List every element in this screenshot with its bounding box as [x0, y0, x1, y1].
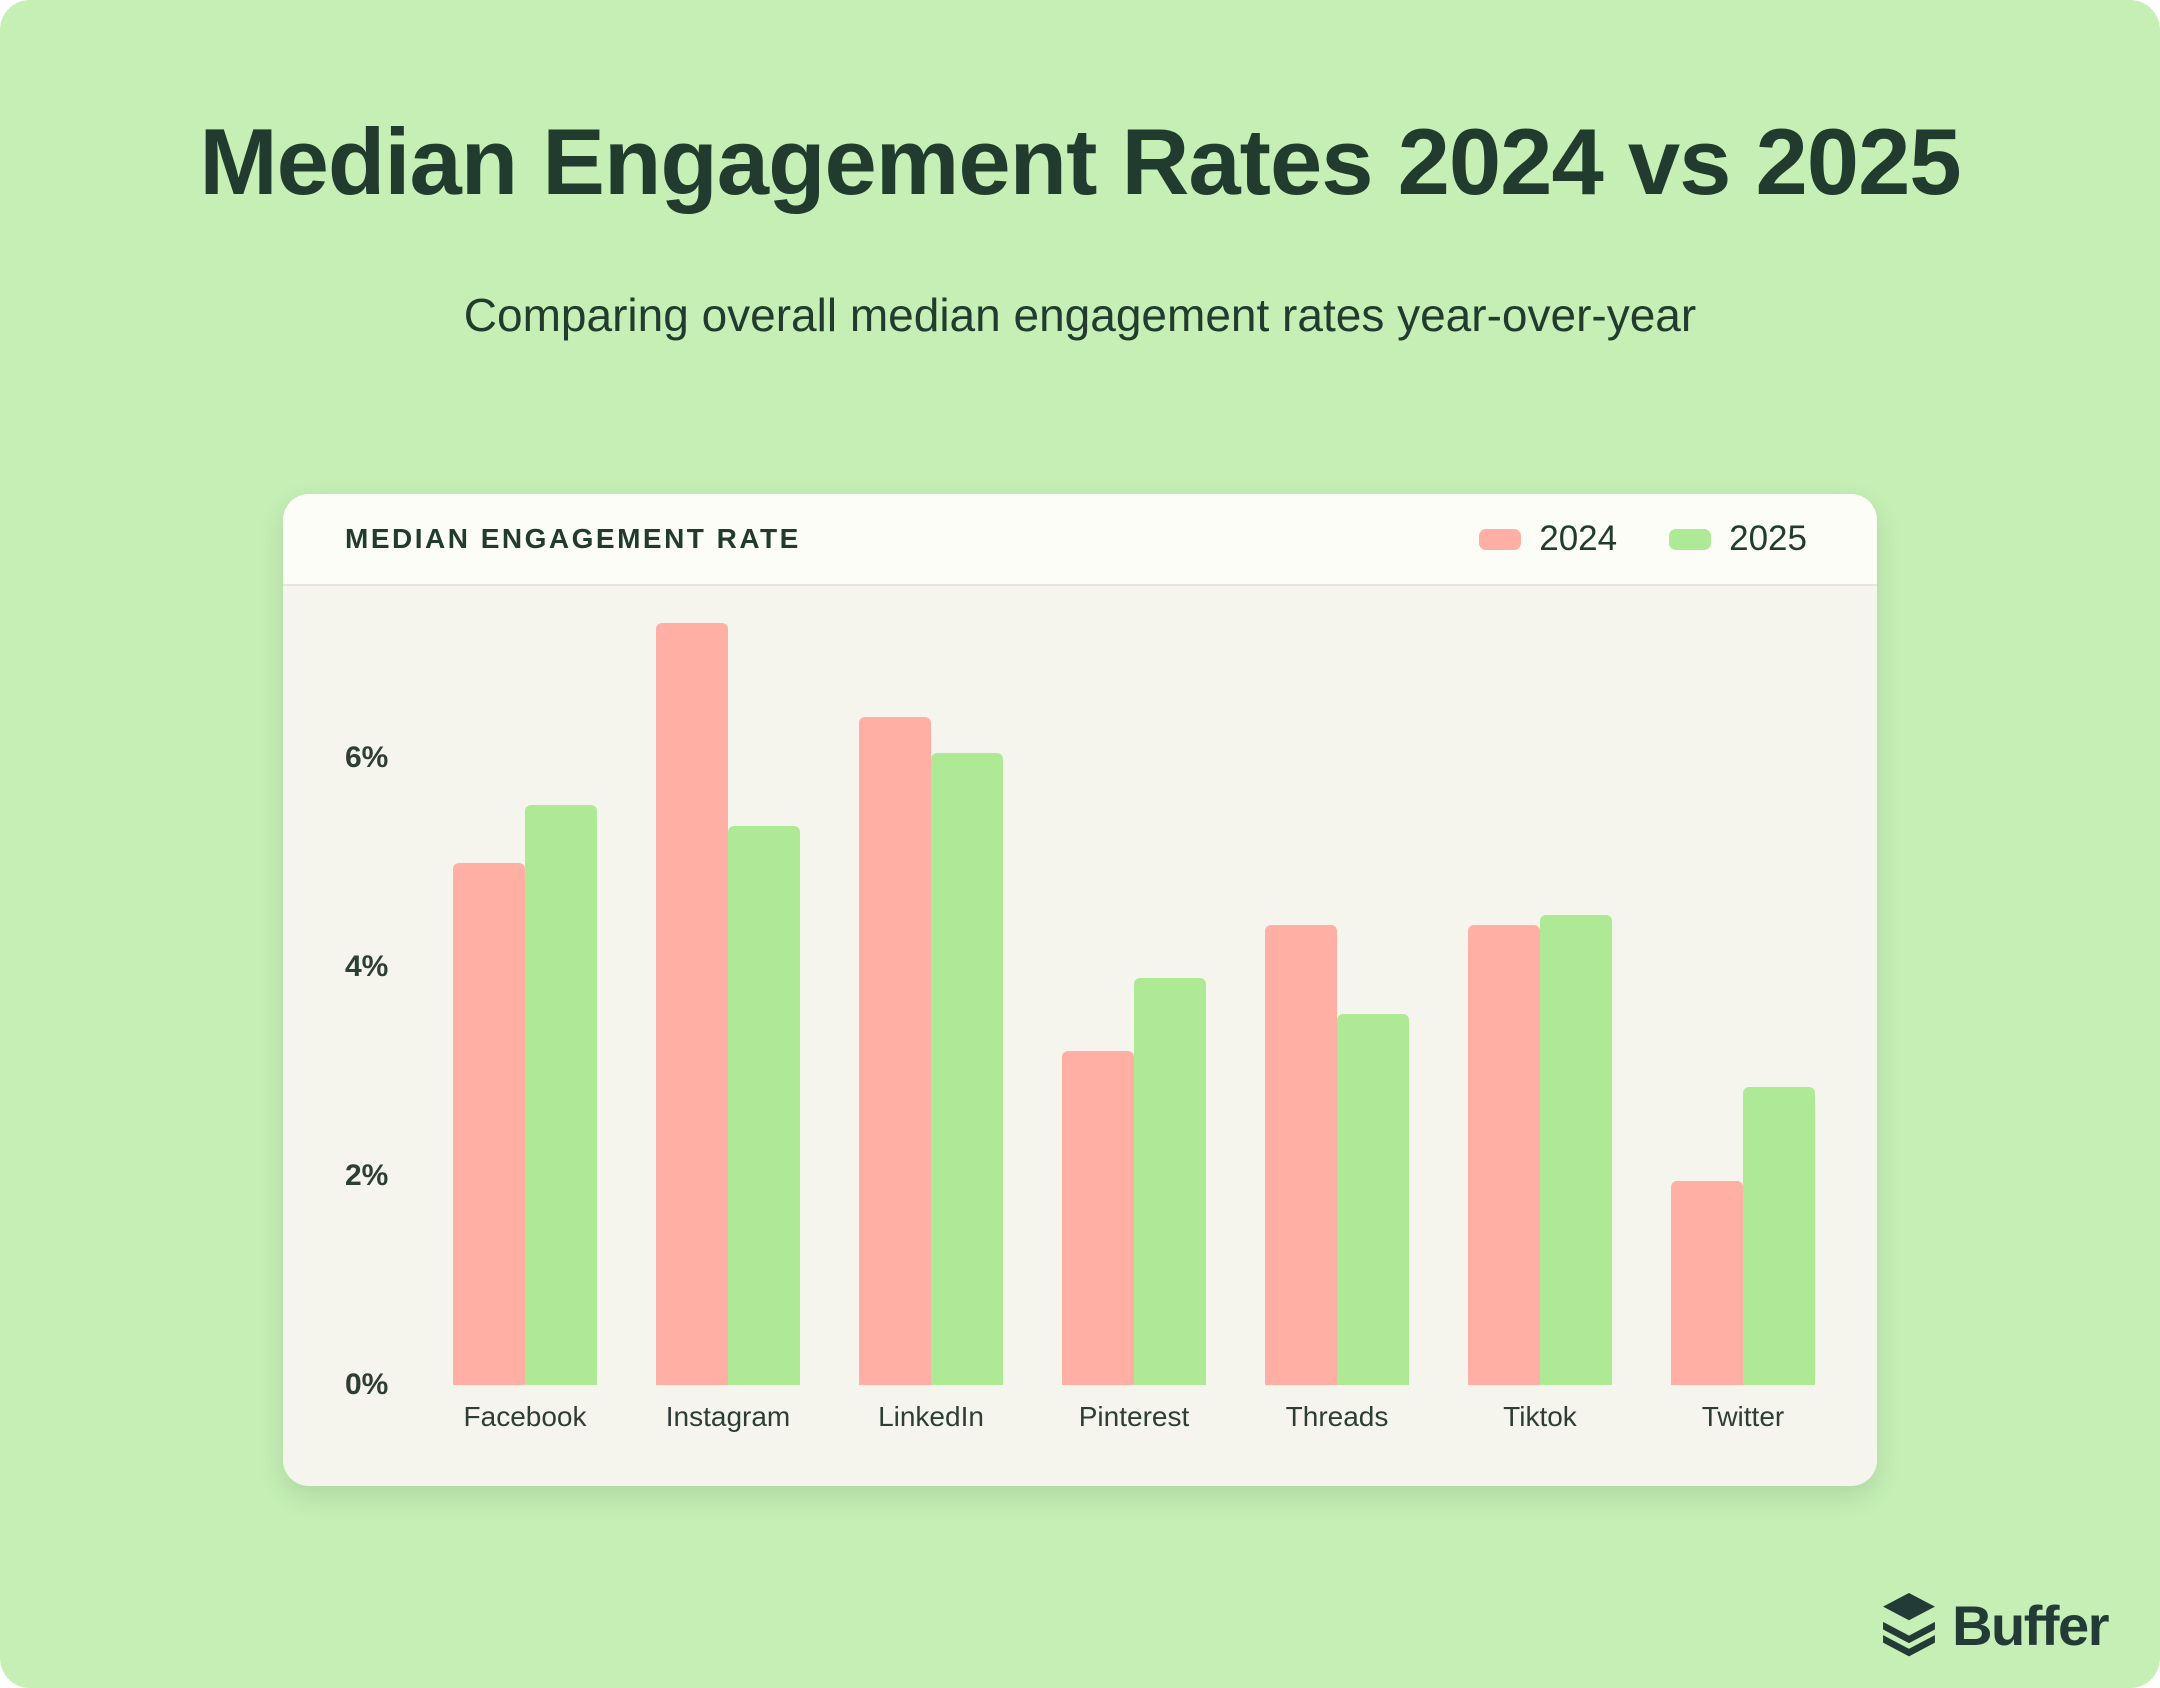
category-label-twitter: Twitter — [1701, 1401, 1785, 1432]
legend-item-2024: 2024 — [1479, 519, 1617, 559]
bar-2025-instagram — [728, 826, 800, 1385]
chart-card-header: MEDIAN ENGAGEMENT RATE 2024 2025 — [283, 494, 1877, 586]
chart-header-title: MEDIAN ENGAGEMENT RATE — [345, 523, 801, 554]
bar-2025-facebook — [525, 805, 597, 1385]
y-tick-label: 4% — [345, 950, 389, 984]
buffer-wordmark: Buffer — [1952, 1593, 2109, 1657]
plot-area: 0% 2% 4% 6% — [283, 586, 1877, 1401]
page-title: Median Engagement Rates 2024 vs 2025 — [199, 109, 1961, 214]
y-axis-ticks: 0% 2% 4% 6% — [345, 586, 435, 1401]
bar-2024-instagram — [656, 622, 728, 1385]
chart-card: MEDIAN ENGAGEMENT RATE 2024 2025 0% 2% 4% 6%… — [283, 494, 1877, 1486]
category-label-instagram: Instagram — [665, 1401, 791, 1432]
category-label-tiktok: Tiktok — [1503, 1401, 1577, 1432]
bar-2024-pinterest — [1062, 1050, 1134, 1385]
x-axis-category-labels: Facebook Instagram LinkedIn Pinterest Thread… — [453, 1385, 1815, 1484]
bar-2024-threads — [1265, 925, 1337, 1385]
bar-group-twitter — [1671, 586, 1815, 1385]
bar-2024-linkedin — [859, 716, 931, 1385]
legend-item-2025: 2025 — [1669, 519, 1807, 559]
bar-group-instagram — [656, 586, 800, 1385]
bar-2024-twitter — [1671, 1181, 1743, 1385]
legend-label: 2024 — [1539, 519, 1618, 558]
legend-label: 2025 — [1729, 519, 1807, 558]
category-label-threads: Threads — [1285, 1401, 1389, 1432]
buffer-logo: Buffer — [1880, 1592, 2109, 1658]
bar-2024-tiktok — [1468, 925, 1540, 1385]
chart-legend: 2024 2025 — [1479, 519, 1807, 559]
bar-group-linkedin — [859, 586, 1003, 1385]
bar-group-tiktok — [1468, 586, 1612, 1385]
legend-swatch-2025 — [1669, 528, 1712, 550]
y-tick-label: 2% — [345, 1159, 389, 1193]
bar-2025-pinterest — [1134, 977, 1206, 1385]
category-label-pinterest: Pinterest — [1078, 1401, 1190, 1432]
page-subtitle: Comparing overall median engagement rate… — [463, 289, 1697, 341]
category-label-facebook: Facebook — [463, 1401, 587, 1432]
bar-2025-tiktok — [1540, 915, 1612, 1385]
bar-group-facebook — [453, 586, 597, 1385]
bar-2025-twitter — [1743, 1087, 1815, 1385]
bar-group-threads — [1265, 586, 1409, 1385]
bar-2024-facebook — [453, 862, 525, 1385]
bars-row — [453, 586, 1815, 1385]
y-tick-label: 6% — [345, 741, 389, 775]
bar-2025-threads — [1337, 1014, 1409, 1385]
buffer-logomark-icon — [1883, 1592, 1936, 1657]
category-label-linkedin: LinkedIn — [878, 1401, 984, 1432]
bar-2025-linkedin — [931, 753, 1003, 1385]
legend-swatch-2024 — [1479, 528, 1522, 550]
bar-group-pinterest — [1062, 586, 1206, 1385]
chart-card-body: 0% 2% 4% 6% Facebook Instagram LinkedIn Pinter… — [283, 586, 1877, 1484]
y-tick-label: 0% — [345, 1368, 389, 1401]
